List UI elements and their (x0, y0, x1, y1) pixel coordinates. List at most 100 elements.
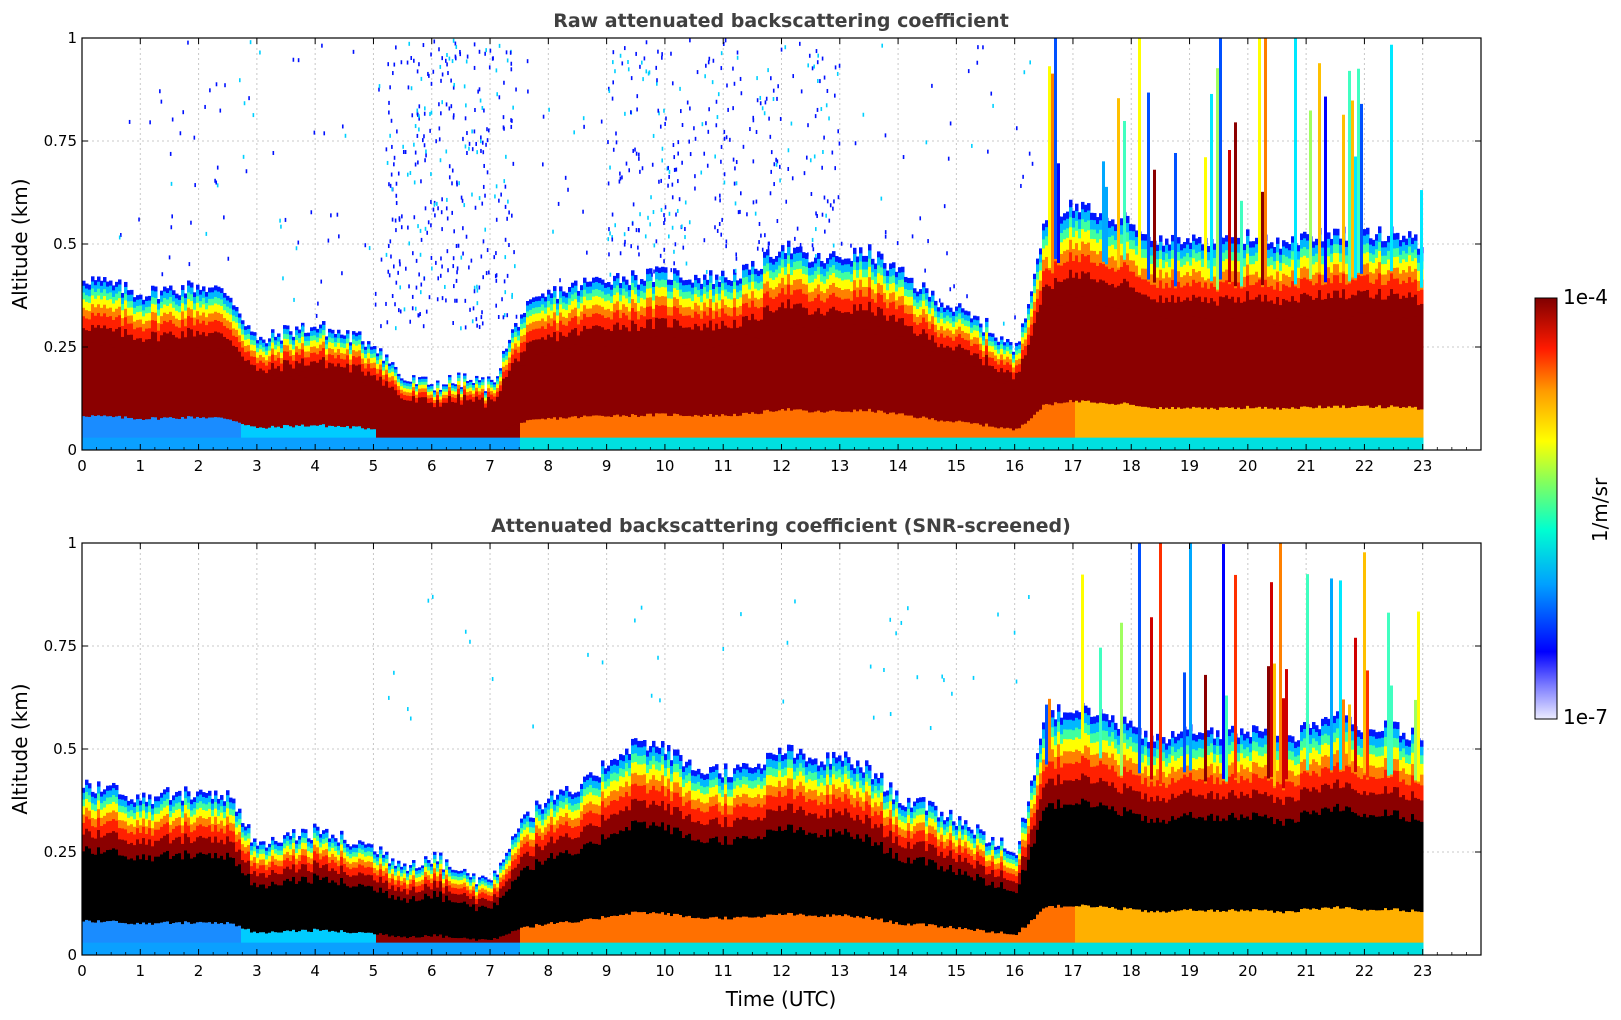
heatmap-column (295, 326, 299, 450)
heatmap-cell (1186, 407, 1190, 450)
heatmap-cell (1072, 301, 1076, 403)
heatmap-cell (193, 437, 197, 450)
heatmap-column (1105, 186, 1109, 450)
heatmap-column (724, 277, 728, 450)
heatmap-cell (1006, 437, 1010, 450)
heatmap-cell (226, 354, 230, 420)
heatmap-cell (1123, 302, 1127, 403)
heatmap-cell (427, 409, 431, 437)
heatmap-cell (982, 437, 986, 450)
heatmap-cell (535, 354, 539, 420)
heatmap-column (787, 240, 791, 450)
heatmap-cell (1363, 437, 1367, 450)
heatmap-column (1009, 342, 1013, 450)
heatmap-cell (1162, 323, 1166, 410)
heatmap-cell (115, 345, 119, 417)
heatmap-cell (1258, 406, 1262, 450)
heatmap-cell (271, 437, 275, 450)
heatmap-column (556, 298, 560, 450)
heatmap-cell (1309, 437, 1313, 450)
heatmap-cell (1105, 437, 1109, 450)
heatmap-cell (895, 437, 899, 450)
heatmap-cell (424, 437, 428, 450)
heatmap-cell (1003, 437, 1007, 450)
heatmap-cell (847, 437, 851, 450)
heatmap-cell (250, 376, 254, 427)
heatmap-cell (676, 338, 680, 415)
heatmap-column (802, 252, 806, 450)
heatmap-cell (1279, 409, 1283, 450)
heatmap-cell (847, 331, 851, 412)
heatmap-cell (931, 351, 935, 419)
heatmap-cell (256, 437, 260, 450)
heatmap-cell (1273, 409, 1277, 450)
heatmap-column (1339, 238, 1343, 450)
heatmap-cell (262, 437, 266, 450)
heatmap-cell (1411, 437, 1415, 450)
heatmap-cell (1000, 437, 1004, 450)
heatmap-cell (409, 407, 413, 437)
heatmap-cell (607, 416, 611, 450)
noise-pixel (752, 159, 755, 164)
heatmap-cell (235, 361, 239, 422)
heatmap-cell (532, 437, 536, 450)
heatmap-column (1135, 230, 1139, 450)
heatmap-cell (796, 324, 800, 410)
heatmap-cell (1369, 318, 1373, 408)
heatmap-cell (715, 341, 719, 415)
heatmap-cell (1099, 402, 1103, 450)
heatmap-cell (622, 415, 626, 450)
heatmap-column (1369, 238, 1373, 450)
heatmap-cell (1336, 405, 1340, 450)
heatmap-column (970, 318, 974, 450)
heatmap-cell (1303, 406, 1307, 450)
heatmap-column (637, 284, 641, 450)
heatmap-column (511, 329, 515, 450)
heatmap-cell (1033, 437, 1037, 450)
heatmap-cell (202, 417, 206, 450)
heatmap-cell (733, 437, 737, 450)
heatmap-cell (730, 437, 734, 450)
heatmap-cell (358, 437, 362, 450)
heatmap-cell (1288, 437, 1292, 450)
heatmap-column (718, 281, 722, 450)
heatmap-cell (244, 373, 248, 426)
heatmap-cell (247, 437, 251, 450)
heatmap-column (418, 377, 422, 450)
heatmap-cell (1330, 407, 1334, 450)
heatmap-cell (841, 411, 845, 450)
heatmap-cell (454, 409, 458, 437)
heatmap-cell (391, 395, 395, 433)
heatmap-column (304, 332, 308, 450)
heatmap-cell (1228, 437, 1232, 450)
heatmap-cell (919, 350, 923, 418)
heatmap-column (553, 286, 557, 450)
heatmap-cell (763, 410, 767, 450)
heatmap-cell (895, 414, 899, 450)
heatmap-cell (529, 356, 533, 420)
heatmap-cell (1360, 437, 1364, 450)
heatmap-cell (541, 352, 545, 419)
heatmap-column (376, 353, 380, 450)
heatmap-cell (628, 417, 632, 450)
heatmap-cell (1168, 322, 1172, 409)
heatmap-cell (331, 437, 335, 450)
heatmap-cell (823, 437, 827, 450)
heatmap-column (673, 268, 677, 450)
heatmap-cell (1303, 314, 1307, 407)
heatmap-cell (610, 347, 614, 417)
heatmap-cell (640, 344, 644, 416)
heatmap-cell (955, 361, 959, 422)
heatmap-cell (769, 411, 773, 450)
heatmap-column (1324, 96, 1328, 450)
heatmap-column (1318, 63, 1322, 450)
heatmap-cell (292, 379, 296, 428)
heatmap-column (757, 270, 761, 450)
heatmap-column (646, 268, 650, 450)
heatmap-cell (154, 348, 158, 418)
heatmap-column (151, 285, 155, 450)
heatmap-cell (235, 421, 239, 450)
heatmap-cell (700, 416, 704, 450)
heatmap-cell (955, 437, 959, 450)
heatmap-cell (1390, 311, 1394, 406)
